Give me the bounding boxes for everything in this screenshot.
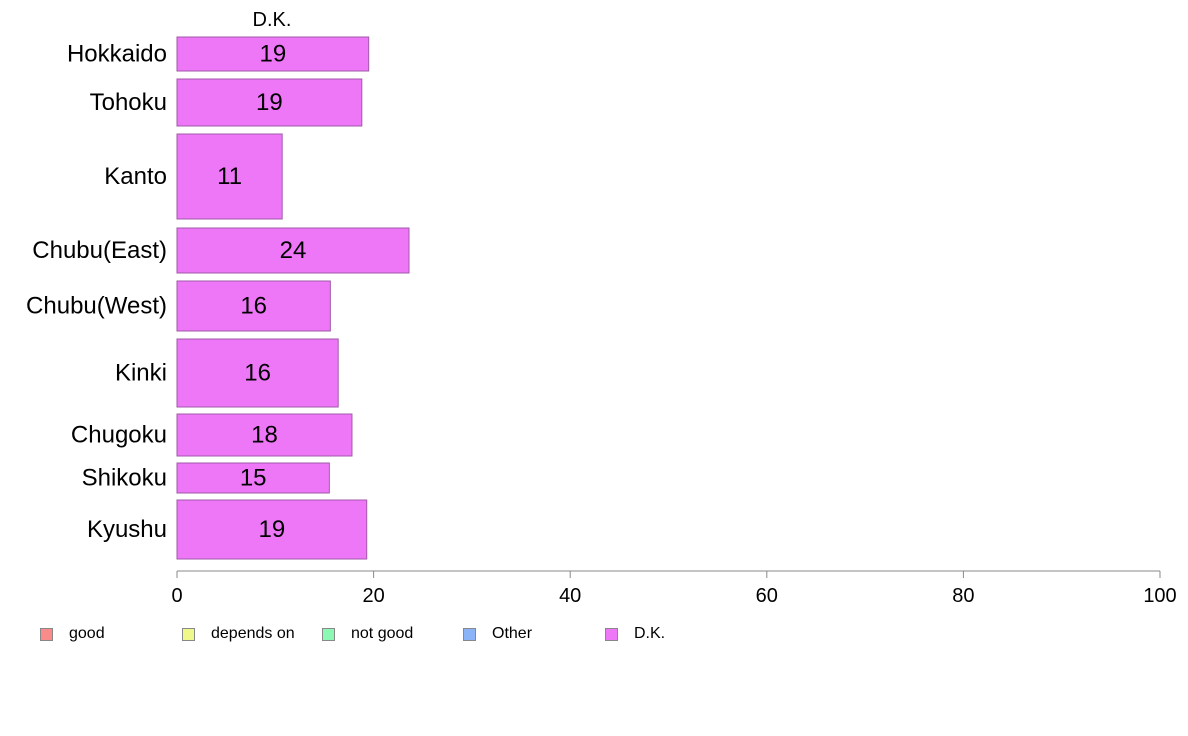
- legend-swatch: [322, 627, 335, 641]
- legend-item: not good: [322, 624, 413, 644]
- category-label: Tohoku: [90, 89, 167, 116]
- legend-item: good: [40, 624, 105, 644]
- data-label: 16: [244, 360, 271, 387]
- x-tick-label: 0: [171, 585, 182, 607]
- legend-label: not good: [351, 625, 414, 642]
- category-label: Chubu(West): [26, 293, 167, 320]
- data-label: 18: [251, 422, 278, 449]
- data-label: 16: [240, 293, 267, 320]
- bar-shikoku: [176, 462, 330, 494]
- bar-kyushu: [176, 499, 368, 560]
- x-tick-label: 40: [559, 585, 581, 607]
- category-label: Kinki: [115, 360, 167, 387]
- category-label: Kyushu: [87, 516, 167, 543]
- legend-swatch: [40, 627, 53, 641]
- bar-hokkaido: [176, 36, 370, 72]
- bars-group: Hokkaido 19 Tohoku 19 Kanto 11 Chubu(East) 24 Ch…: [26, 36, 410, 560]
- x-tick-label: 60: [756, 585, 778, 607]
- legend-label: Other: [492, 625, 533, 642]
- legend-item: depends on: [182, 624, 295, 644]
- bar-tohoku: [176, 78, 363, 127]
- series-title: D.K.: [253, 9, 292, 31]
- bar-chugoku: [176, 413, 353, 457]
- bar-chubu-east: [176, 227, 410, 274]
- legend-swatch: [463, 627, 476, 641]
- legend-swatch: [182, 627, 195, 641]
- bar-kanto: [176, 133, 283, 220]
- data-label: 19: [259, 516, 286, 543]
- data-label: 19: [256, 89, 283, 116]
- x-tick-label: 20: [362, 585, 384, 607]
- legend-label: D.K.: [634, 625, 666, 642]
- bar-chubu-west: [176, 280, 331, 332]
- category-label: Hokkaido: [67, 41, 167, 68]
- category-label: Chubu(East): [32, 237, 167, 264]
- legend-swatch: [605, 627, 618, 641]
- legend: good depends on not good Other D.K.: [40, 624, 740, 644]
- category-label: Kanto: [104, 163, 167, 190]
- legend-label: good: [69, 625, 105, 642]
- legend-item: Other: [463, 624, 532, 644]
- legend-item: D.K.: [605, 624, 665, 644]
- x-axis: 0 20 40 60 80 100: [171, 570, 1177, 607]
- x-tick-label: 80: [952, 585, 974, 607]
- category-label: Chugoku: [71, 422, 167, 449]
- data-label: 15: [240, 465, 267, 492]
- x-tick-label: 100: [1143, 585, 1176, 607]
- data-label: 11: [217, 163, 242, 190]
- data-label: 19: [259, 41, 286, 68]
- bar-kinki: [176, 338, 339, 408]
- legend-label: depends on: [211, 625, 295, 642]
- data-label: 24: [280, 237, 307, 264]
- category-label: Shikoku: [82, 465, 167, 492]
